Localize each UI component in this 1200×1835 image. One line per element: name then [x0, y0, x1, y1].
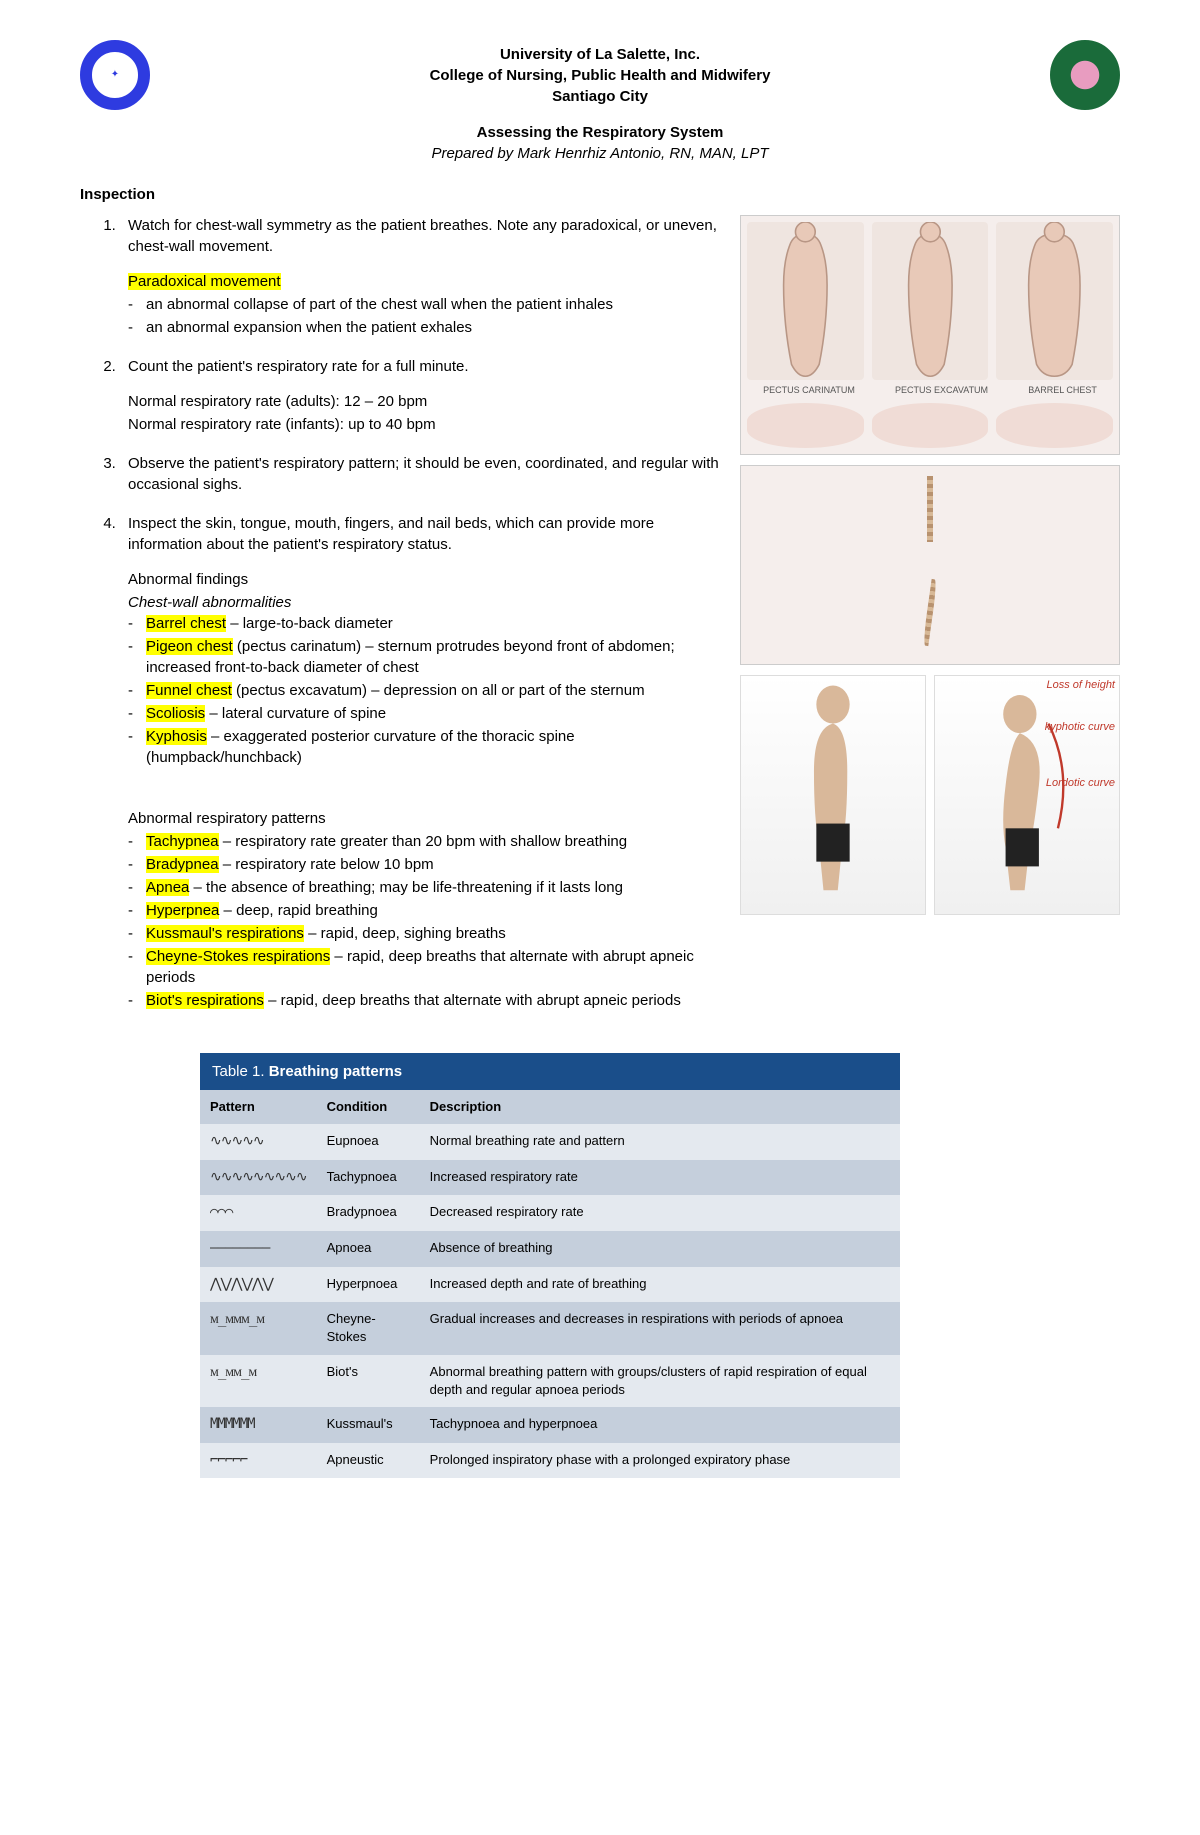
breathing-patterns-table: Table 1. Breathing patterns Pattern Cond… [200, 1053, 900, 1478]
header-institution: University of La Salette, Inc. College o… [150, 44, 1050, 107]
figure-chest-shapes: PECTUS CARINATUM PECTUS EXCAVATUM BARREL… [740, 215, 1120, 455]
abn-pigeon: Pigeon chest (pectus carinatum) – sternu… [128, 636, 720, 678]
pattern-condition: Biot's [317, 1355, 420, 1407]
pattern-wave: MMMMMM [200, 1407, 317, 1443]
pattern-description: Decreased respiratory rate [420, 1195, 900, 1231]
abn-barrel: Barrel chest – large-to-back diameter [128, 613, 720, 634]
pattern-wave: ⌒⌒⌒ [200, 1195, 317, 1231]
table-row: ∿∿∿∿∿EupnoeaNormal breathing rate and pa… [200, 1124, 900, 1160]
resp-apnea: Apnea – the absence of breathing; may be… [128, 877, 720, 898]
pattern-condition: Eupnoea [317, 1124, 420, 1160]
pattern-description: Tachypnoea and hyperpnoea [420, 1407, 900, 1443]
header-line3: Santiago City [150, 86, 1050, 107]
document-header: ✦ University of La Salette, Inc. College… [80, 40, 1120, 164]
table-row: ⋀⋁⋀⋁⋀⋁HyperpnoeaIncreased depth and rate… [200, 1267, 900, 1303]
pattern-condition: Cheyne-Stokes [317, 1302, 420, 1354]
document-author: Prepared by Mark Henrhiz Antonio, RN, MA… [80, 143, 1120, 164]
header-line1: University of La Salette, Inc. [150, 44, 1050, 65]
abn-resp-head: Abnormal respiratory patterns [128, 808, 720, 829]
resp-kussmaul: Kussmaul's respirations – rapid, deep, s… [128, 923, 720, 944]
pattern-wave: ᴍ_ᴍᴍᴍ_ᴍ [200, 1302, 317, 1354]
pattern-description: Normal breathing rate and pattern [420, 1124, 900, 1160]
table-row: ————————ApnoeaAbsence of breathing [200, 1231, 900, 1267]
table-title: Table 1. Breathing patterns [200, 1053, 900, 1090]
table-row: ⌐⌐⌐⌐⌐ApneusticProlonged inspiratory phas… [200, 1443, 900, 1479]
pattern-wave: ∿∿∿∿∿∿∿∿∿ [200, 1160, 317, 1196]
resp-hyperpnea: Hyperpnea – deep, rapid breathing [128, 900, 720, 921]
pattern-condition: Hyperpnoea [317, 1267, 420, 1303]
resp-biots: Biot's respirations – rapid, deep breath… [128, 990, 720, 1011]
pattern-description: Increased respiratory rate [420, 1160, 900, 1196]
annot-lordotic: Lordotic curve [1046, 776, 1115, 791]
item1-text: Watch for chest-wall symmetry as the pat… [128, 215, 720, 257]
posture-kyphotic: Loss of height kyphotic curve Lordotic c… [934, 675, 1120, 915]
resp-bradypnea: Bradypnea – respiratory rate below 10 bp… [128, 854, 720, 875]
figure-kyphosis: Loss of height kyphotic curve Lordotic c… [740, 675, 1120, 915]
pattern-condition: Tachypnoea [317, 1160, 420, 1196]
figure-scoliosis [740, 465, 1120, 665]
abnormal-findings-head: Abnormal findings [128, 569, 720, 590]
resp-tachypnea: Tachypnea – respiratory rate greater tha… [128, 831, 720, 852]
pattern-description: Gradual increases and decreases in respi… [420, 1302, 900, 1354]
cross-section-barrel [996, 403, 1113, 448]
figure-column: PECTUS CARINATUM PECTUS EXCAVATUM BARREL… [740, 215, 1120, 1029]
table-row: ∿∿∿∿∿∿∿∿∿TachypnoeaIncreased respiratory… [200, 1160, 900, 1196]
chest-label-carinatum: PECTUS CARINATUM [763, 384, 855, 397]
chest-wall-abn-head: Chest-wall abnormalities [128, 592, 720, 613]
pattern-wave: ⌐⌐⌐⌐⌐ [200, 1443, 317, 1479]
list-item-1: Watch for chest-wall symmetry as the pat… [120, 215, 720, 338]
para-bullet-2: an abnormal expansion when the patient e… [128, 317, 720, 338]
pattern-description: Abnormal breathing pattern with groups/c… [420, 1355, 900, 1407]
chest-label-barrel: BARREL CHEST [1028, 384, 1097, 397]
cross-section-excavatum [872, 403, 989, 448]
table-row: ᴍ_ᴍᴍ_ᴍBiot'sAbnormal breathing pattern w… [200, 1355, 900, 1407]
pattern-description: Increased depth and rate of breathing [420, 1267, 900, 1303]
cross-section-carinatum [747, 403, 864, 448]
pattern-wave: ———————— [200, 1231, 317, 1267]
abn-scoliosis: Scoliosis – lateral curvature of spine [128, 703, 720, 724]
rate-infants: Normal respiratory rate (infants): up to… [128, 414, 720, 435]
pattern-condition: Kussmaul's [317, 1407, 420, 1443]
abn-kyphosis: Kyphosis – exaggerated posterior curvatu… [128, 726, 720, 768]
college-seal-right [1050, 40, 1120, 110]
pattern-description: Prolonged inspiratory phase with a prolo… [420, 1443, 900, 1479]
pattern-wave: ᴍ_ᴍᴍ_ᴍ [200, 1355, 317, 1407]
figure-pectus-carinatum [747, 222, 864, 380]
list-item-2: Count the patient's respiratory rate for… [120, 356, 720, 435]
item4-text: Inspect the skin, tongue, mouth, fingers… [128, 513, 720, 555]
list-item-4: Inspect the skin, tongue, mouth, fingers… [120, 513, 720, 1011]
col-description: Description [420, 1090, 900, 1124]
table-row: ⌒⌒⌒BradypnoeaDecreased respiratory rate [200, 1195, 900, 1231]
para-bullet-1: an abnormal collapse of part of the ches… [128, 294, 720, 315]
university-seal-left: ✦ [80, 40, 150, 110]
pattern-condition: Bradypnoea [317, 1195, 420, 1231]
list-item-3: Observe the patient's respiratory patter… [120, 453, 720, 495]
item3-text: Observe the patient's respiratory patter… [128, 453, 720, 495]
header-line2: College of Nursing, Public Health and Mi… [150, 65, 1050, 86]
main-text-column: Watch for chest-wall symmetry as the pat… [80, 215, 720, 1029]
col-pattern: Pattern [200, 1090, 317, 1124]
annot-loss-height: Loss of height [1047, 678, 1116, 693]
pattern-wave: ⋀⋁⋀⋁⋀⋁ [200, 1267, 317, 1303]
document-title: Assessing the Respiratory System [80, 122, 1120, 143]
col-condition: Condition [317, 1090, 420, 1124]
item2-text: Count the patient's respiratory rate for… [128, 356, 720, 377]
table-header-row: Pattern Condition Description [200, 1090, 900, 1124]
resp-cheyne-stokes: Cheyne-Stokes respirations – rapid, deep… [128, 946, 720, 988]
pattern-description: Absence of breathing [420, 1231, 900, 1267]
figure-pectus-excavatum [872, 222, 989, 380]
table-row: ᴍ_ᴍᴍᴍ_ᴍCheyne-StokesGradual increases an… [200, 1302, 900, 1354]
figure-barrel-chest [996, 222, 1113, 380]
section-inspection-head: Inspection [80, 184, 1120, 205]
chest-label-excavatum: PECTUS EXCAVATUM [895, 384, 988, 397]
paradoxical-movement-label: Paradoxical movement [128, 273, 281, 290]
posture-normal [740, 675, 926, 915]
table-row: MMMMMMKussmaul'sTachypnoea and hyperpnoe… [200, 1407, 900, 1443]
pattern-wave: ∿∿∿∿∿ [200, 1124, 317, 1160]
annot-kyphotic: kyphotic curve [1045, 720, 1115, 735]
pattern-condition: Apneustic [317, 1443, 420, 1479]
pattern-condition: Apnoea [317, 1231, 420, 1267]
rate-adults: Normal respiratory rate (adults): 12 – 2… [128, 391, 720, 412]
abn-funnel: Funnel chest (pectus excavatum) – depres… [128, 680, 720, 701]
